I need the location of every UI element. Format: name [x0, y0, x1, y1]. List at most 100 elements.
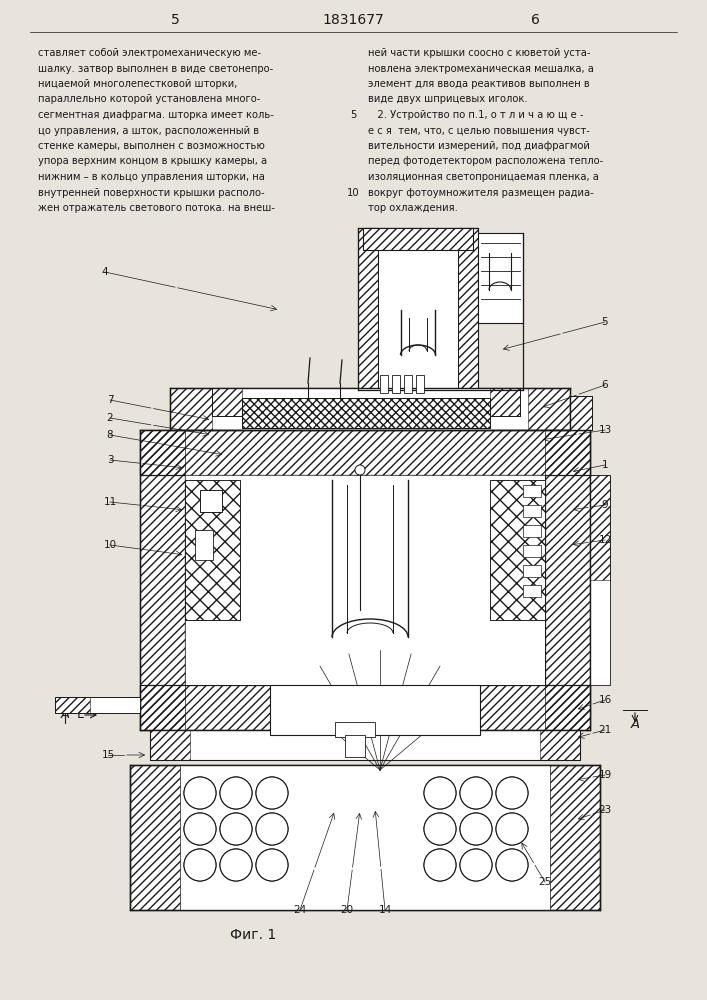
Bar: [358, 228, 378, 390]
Text: 2: 2: [107, 413, 113, 423]
Bar: [378, 228, 458, 390]
Circle shape: [460, 777, 492, 809]
Text: ницаемой многолепестковой шторки,: ницаемой многолепестковой шторки,: [38, 79, 238, 89]
Circle shape: [184, 813, 216, 845]
Text: ней части крышки соосно с кюветой уста-: ней части крышки соосно с кюветой уста-: [368, 48, 590, 58]
Text: L: L: [76, 708, 83, 722]
Bar: [270, 685, 480, 735]
Bar: [185, 475, 545, 685]
Bar: [55, 697, 90, 713]
Circle shape: [220, 849, 252, 881]
Text: 6: 6: [602, 380, 608, 390]
Bar: [140, 430, 185, 730]
Text: 5: 5: [170, 13, 180, 27]
Text: 3: 3: [107, 455, 113, 465]
Circle shape: [220, 849, 252, 881]
Circle shape: [496, 813, 528, 845]
Text: 21: 21: [598, 725, 612, 735]
Bar: [195, 530, 213, 560]
Text: новлена электромеханическая мешалка, а: новлена электромеханическая мешалка, а: [368, 64, 594, 74]
Text: 1: 1: [602, 460, 608, 470]
Bar: [540, 730, 580, 760]
Bar: [363, 228, 473, 250]
Bar: [490, 388, 520, 416]
Bar: [180, 765, 550, 910]
Bar: [212, 388, 520, 416]
Bar: [416, 375, 424, 393]
Text: 15: 15: [101, 750, 115, 760]
Text: 25: 25: [538, 877, 551, 887]
Text: перед фотодетектором расположена тепло-: перед фотодетектором расположена тепло-: [368, 156, 603, 166]
Bar: [550, 765, 600, 910]
Bar: [358, 228, 378, 390]
Bar: [404, 375, 412, 393]
Text: 23: 23: [598, 805, 612, 815]
Bar: [478, 233, 523, 323]
Bar: [55, 697, 140, 713]
Circle shape: [496, 849, 528, 881]
Text: сегментная диафрагма. шторка имеет коль-: сегментная диафрагма. шторка имеет коль-: [38, 110, 274, 120]
Circle shape: [256, 777, 288, 809]
Bar: [335, 722, 375, 737]
Bar: [140, 430, 590, 475]
Bar: [528, 388, 570, 430]
Bar: [545, 430, 590, 730]
Text: 7: 7: [107, 395, 113, 405]
Circle shape: [184, 849, 216, 881]
Bar: [380, 375, 388, 393]
Bar: [523, 485, 541, 497]
Circle shape: [256, 849, 288, 881]
Text: нижним – в кольцо управления шторки, на: нижним – в кольцо управления шторки, на: [38, 172, 265, 182]
Bar: [458, 228, 478, 390]
Circle shape: [184, 849, 216, 881]
Bar: [545, 430, 590, 730]
Bar: [140, 685, 590, 730]
Text: виде двух шприцевых иголок.: виде двух шприцевых иголок.: [368, 95, 527, 104]
Text: 24: 24: [293, 905, 307, 915]
Text: 14: 14: [378, 905, 392, 915]
Text: элемент для ввода реактивов выполнен в: элемент для ввода реактивов выполнен в: [368, 79, 590, 89]
Circle shape: [424, 777, 456, 809]
Bar: [200, 490, 222, 512]
Circle shape: [256, 813, 288, 845]
Circle shape: [460, 813, 492, 845]
Text: А: А: [60, 708, 69, 722]
Bar: [523, 505, 541, 517]
Text: 9: 9: [602, 500, 608, 510]
Text: е с я  тем, что, с целью повышения чувст-: е с я тем, что, с целью повышения чувст-: [368, 125, 590, 135]
Circle shape: [424, 813, 456, 845]
Circle shape: [256, 777, 288, 809]
Circle shape: [460, 849, 492, 881]
Text: тор охлаждения.: тор охлаждения.: [368, 203, 458, 213]
Circle shape: [184, 813, 216, 845]
Text: 16: 16: [598, 695, 612, 705]
Circle shape: [424, 777, 456, 809]
Text: вокруг фотоумножителя размещен радиа-: вокруг фотоумножителя размещен радиа-: [368, 188, 594, 198]
Text: вительности измерений, под диафрагмой: вительности измерений, под диафрагмой: [368, 141, 590, 151]
Bar: [590, 475, 610, 580]
Text: 5: 5: [602, 317, 608, 327]
Circle shape: [460, 777, 492, 809]
Circle shape: [496, 777, 528, 809]
Bar: [345, 735, 365, 757]
Text: стенке камеры, выполнен с возможностью: стенке камеры, выполнен с возможностью: [38, 141, 265, 151]
Text: внутренней поверхности крышки располо-: внутренней поверхности крышки располо-: [38, 188, 264, 198]
Text: 10: 10: [346, 188, 359, 198]
Text: параллельно которой установлена много-: параллельно которой установлена много-: [38, 95, 260, 104]
Bar: [242, 398, 490, 428]
Circle shape: [496, 813, 528, 845]
Text: 2. Устройство по п.1, о т л и ч а ю щ е -: 2. Устройство по п.1, о т л и ч а ю щ е …: [368, 110, 583, 120]
Circle shape: [460, 849, 492, 881]
Circle shape: [184, 777, 216, 809]
Circle shape: [496, 849, 528, 881]
Bar: [590, 475, 610, 685]
Bar: [458, 228, 478, 390]
Text: 1831677: 1831677: [322, 13, 384, 27]
Circle shape: [256, 813, 288, 845]
Bar: [185, 480, 240, 620]
Circle shape: [184, 777, 216, 809]
Circle shape: [220, 813, 252, 845]
Bar: [363, 228, 473, 250]
Text: жен отражатель светового потока. на внеш-: жен отражатель светового потока. на внеш…: [38, 203, 275, 213]
Circle shape: [355, 465, 365, 475]
